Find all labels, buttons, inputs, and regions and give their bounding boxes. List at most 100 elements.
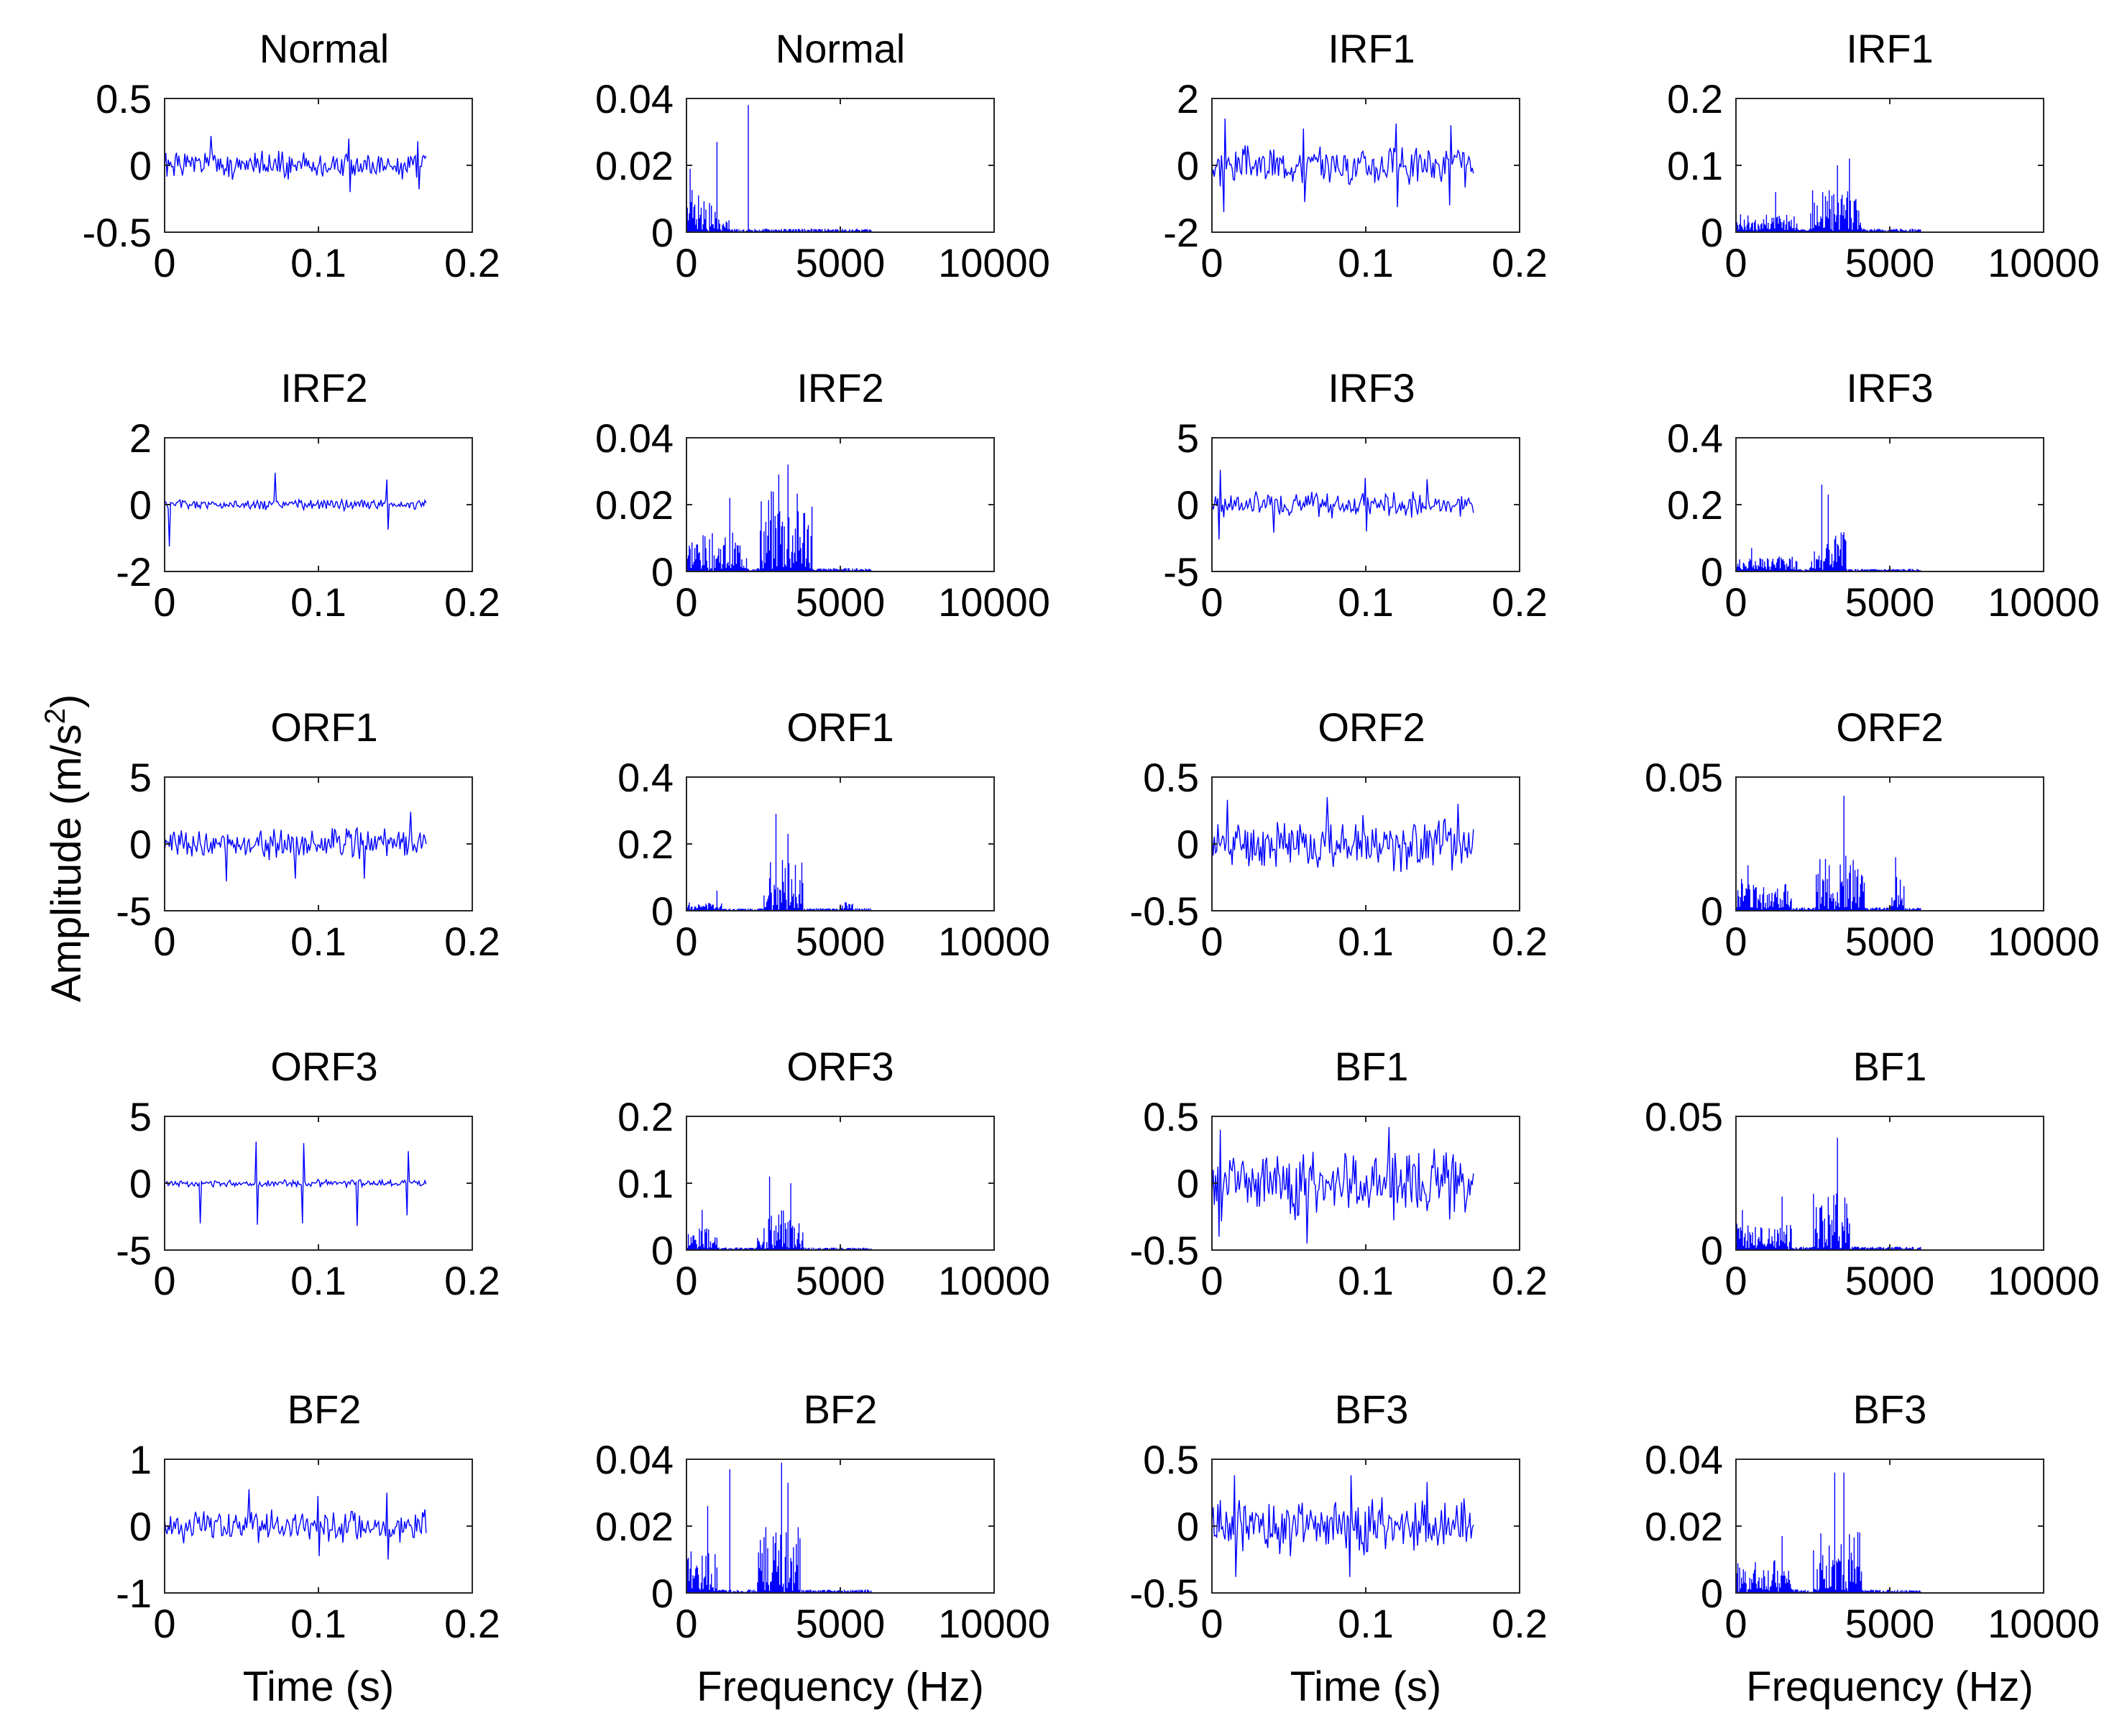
x-axis-label-time: Time (s) <box>243 1663 394 1710</box>
y-tick-label: 0.4 <box>617 755 674 800</box>
y-tick-label: 1 <box>129 1437 152 1482</box>
x-tick-label: 10000 <box>1988 1258 2100 1303</box>
x-tick-label: 0 <box>1724 1258 1747 1303</box>
y-tick-label: 0.5 <box>96 76 152 121</box>
signal-trace <box>1211 118 1474 213</box>
subplot-frequency-irf3: IRF3 0 5000 10000 0.4 0.2 0 <box>1667 365 2100 625</box>
y-tick-label: 0.04 <box>595 415 674 461</box>
subplot-title: IRF1 <box>1328 26 1415 71</box>
signal-trace <box>686 1462 872 1594</box>
x-tick-label: 0 <box>153 1258 175 1303</box>
y-tick-label: 0.2 <box>617 822 674 867</box>
subplot-title: ORF1 <box>786 704 893 750</box>
y-tick-label: 0.2 <box>1667 76 1723 121</box>
signal-trace <box>164 812 427 882</box>
x-tick-label: 0.1 <box>290 919 346 964</box>
x-tick-label: 0.2 <box>1492 1601 1548 1646</box>
y-tick-label: 0 <box>129 1504 152 1549</box>
y-tick-label: -5 <box>116 1228 152 1273</box>
y-tick-label: 0 <box>1701 549 1723 594</box>
x-tick-label: 0 <box>1724 1601 1747 1646</box>
signal-trace <box>1211 796 1474 873</box>
signal-trace <box>164 472 427 547</box>
signal-trace <box>1735 1472 1921 1594</box>
y-tick-label: 0.02 <box>595 143 674 188</box>
signal-trace <box>164 136 427 193</box>
x-tick-label: 10000 <box>1988 240 2100 285</box>
signal-trace <box>164 1489 427 1560</box>
subplot-frequency-bf3: BF3 0 5000 10000 0.04 0.02 0 Frequency (Hz) <box>1645 1387 2100 1710</box>
signal-trace <box>1735 158 1921 233</box>
y-tick-label: 0.5 <box>1143 1437 1199 1482</box>
subplot-title: BF2 <box>804 1387 878 1432</box>
x-tick-label: 0 <box>1724 919 1747 964</box>
subplot-title: BF2 <box>288 1387 362 1432</box>
x-axis-label-time: Time (s) <box>1290 1663 1441 1710</box>
y-tick-label: 0 <box>651 549 674 594</box>
x-tick-label: 5000 <box>796 1601 886 1646</box>
y-tick-label: 0 <box>1177 143 1199 188</box>
y-tick-label: -2 <box>1163 210 1199 255</box>
x-tick-label: 5000 <box>796 1258 886 1303</box>
y-tick-label: -0.5 <box>1130 1571 1200 1616</box>
subplot-title: ORF1 <box>270 704 377 750</box>
subplot-title: ORF3 <box>786 1044 893 1089</box>
signal-trace <box>1735 1137 1921 1251</box>
x-tick-label: 5000 <box>1845 579 1935 625</box>
x-tick-label: 10000 <box>938 240 1050 285</box>
subplot-title: IRF3 <box>1846 365 1933 410</box>
y-tick-label: 0.04 <box>595 1437 674 1482</box>
y-tick-label: 0 <box>1701 1228 1723 1273</box>
x-tick-label: 10000 <box>938 579 1050 625</box>
subplot-title: BF1 <box>1853 1044 1927 1089</box>
y-tick-label: 0 <box>1701 210 1723 255</box>
subplot-frequency-irf2: IRF2 0 5000 10000 0.04 0.02 0 <box>595 365 1050 625</box>
axes-box <box>686 1459 995 1594</box>
y-tick-label: 0 <box>129 143 152 188</box>
x-axis-label-frequency: Frequency (Hz) <box>697 1663 984 1710</box>
y-tick-label: -2 <box>116 549 152 594</box>
signal-trace <box>164 1142 427 1226</box>
x-tick-label: 0.1 <box>1338 1258 1394 1303</box>
x-tick-label: 0.2 <box>1492 579 1548 625</box>
subplot-title: Normal <box>259 26 389 71</box>
x-tick-label: 0 <box>1724 579 1747 625</box>
y-axis-label: Amplitude (m/s2) <box>40 694 90 1002</box>
x-tick-label: 0.2 <box>444 919 500 964</box>
y-tick-label: 0.02 <box>1645 1504 1723 1549</box>
y-tick-label: 0 <box>651 210 674 255</box>
x-tick-label: 0.1 <box>290 1258 346 1303</box>
y-tick-label: -0.5 <box>1130 1228 1200 1273</box>
subplot-title: IRF2 <box>280 365 367 410</box>
x-tick-label: 0 <box>153 1601 175 1646</box>
axes-box <box>1735 776 2044 911</box>
x-tick-label: 0 <box>1200 919 1223 964</box>
signal-trace <box>1211 1475 1474 1577</box>
x-tick-label: 0 <box>153 579 175 625</box>
signal-trace <box>1211 469 1474 540</box>
y-tick-label: 0.02 <box>595 482 674 528</box>
subplot-title: ORF2 <box>1836 704 1943 750</box>
y-tick-label: 0.04 <box>1645 1437 1723 1482</box>
subplot-title: BF3 <box>1335 1387 1409 1432</box>
y-tick-label: 5 <box>129 1094 152 1139</box>
y-tick-label: -5 <box>1163 549 1199 594</box>
x-tick-label: 0.1 <box>1338 1601 1394 1646</box>
y-tick-label: 0 <box>1177 1161 1199 1206</box>
y-tick-label: 5 <box>1177 415 1199 461</box>
x-tick-label: 10000 <box>938 919 1050 964</box>
x-tick-label: 0.1 <box>290 1601 346 1646</box>
y-tick-label: 0 <box>129 482 152 528</box>
x-tick-label: 0 <box>1200 1258 1223 1303</box>
x-tick-label: 5000 <box>1845 919 1935 964</box>
x-tick-label: 0.1 <box>1338 240 1394 285</box>
y-tick-label: 0 <box>651 1228 674 1273</box>
y-tick-label: 0.2 <box>617 1094 674 1139</box>
y-tick-label: 0 <box>651 888 674 934</box>
